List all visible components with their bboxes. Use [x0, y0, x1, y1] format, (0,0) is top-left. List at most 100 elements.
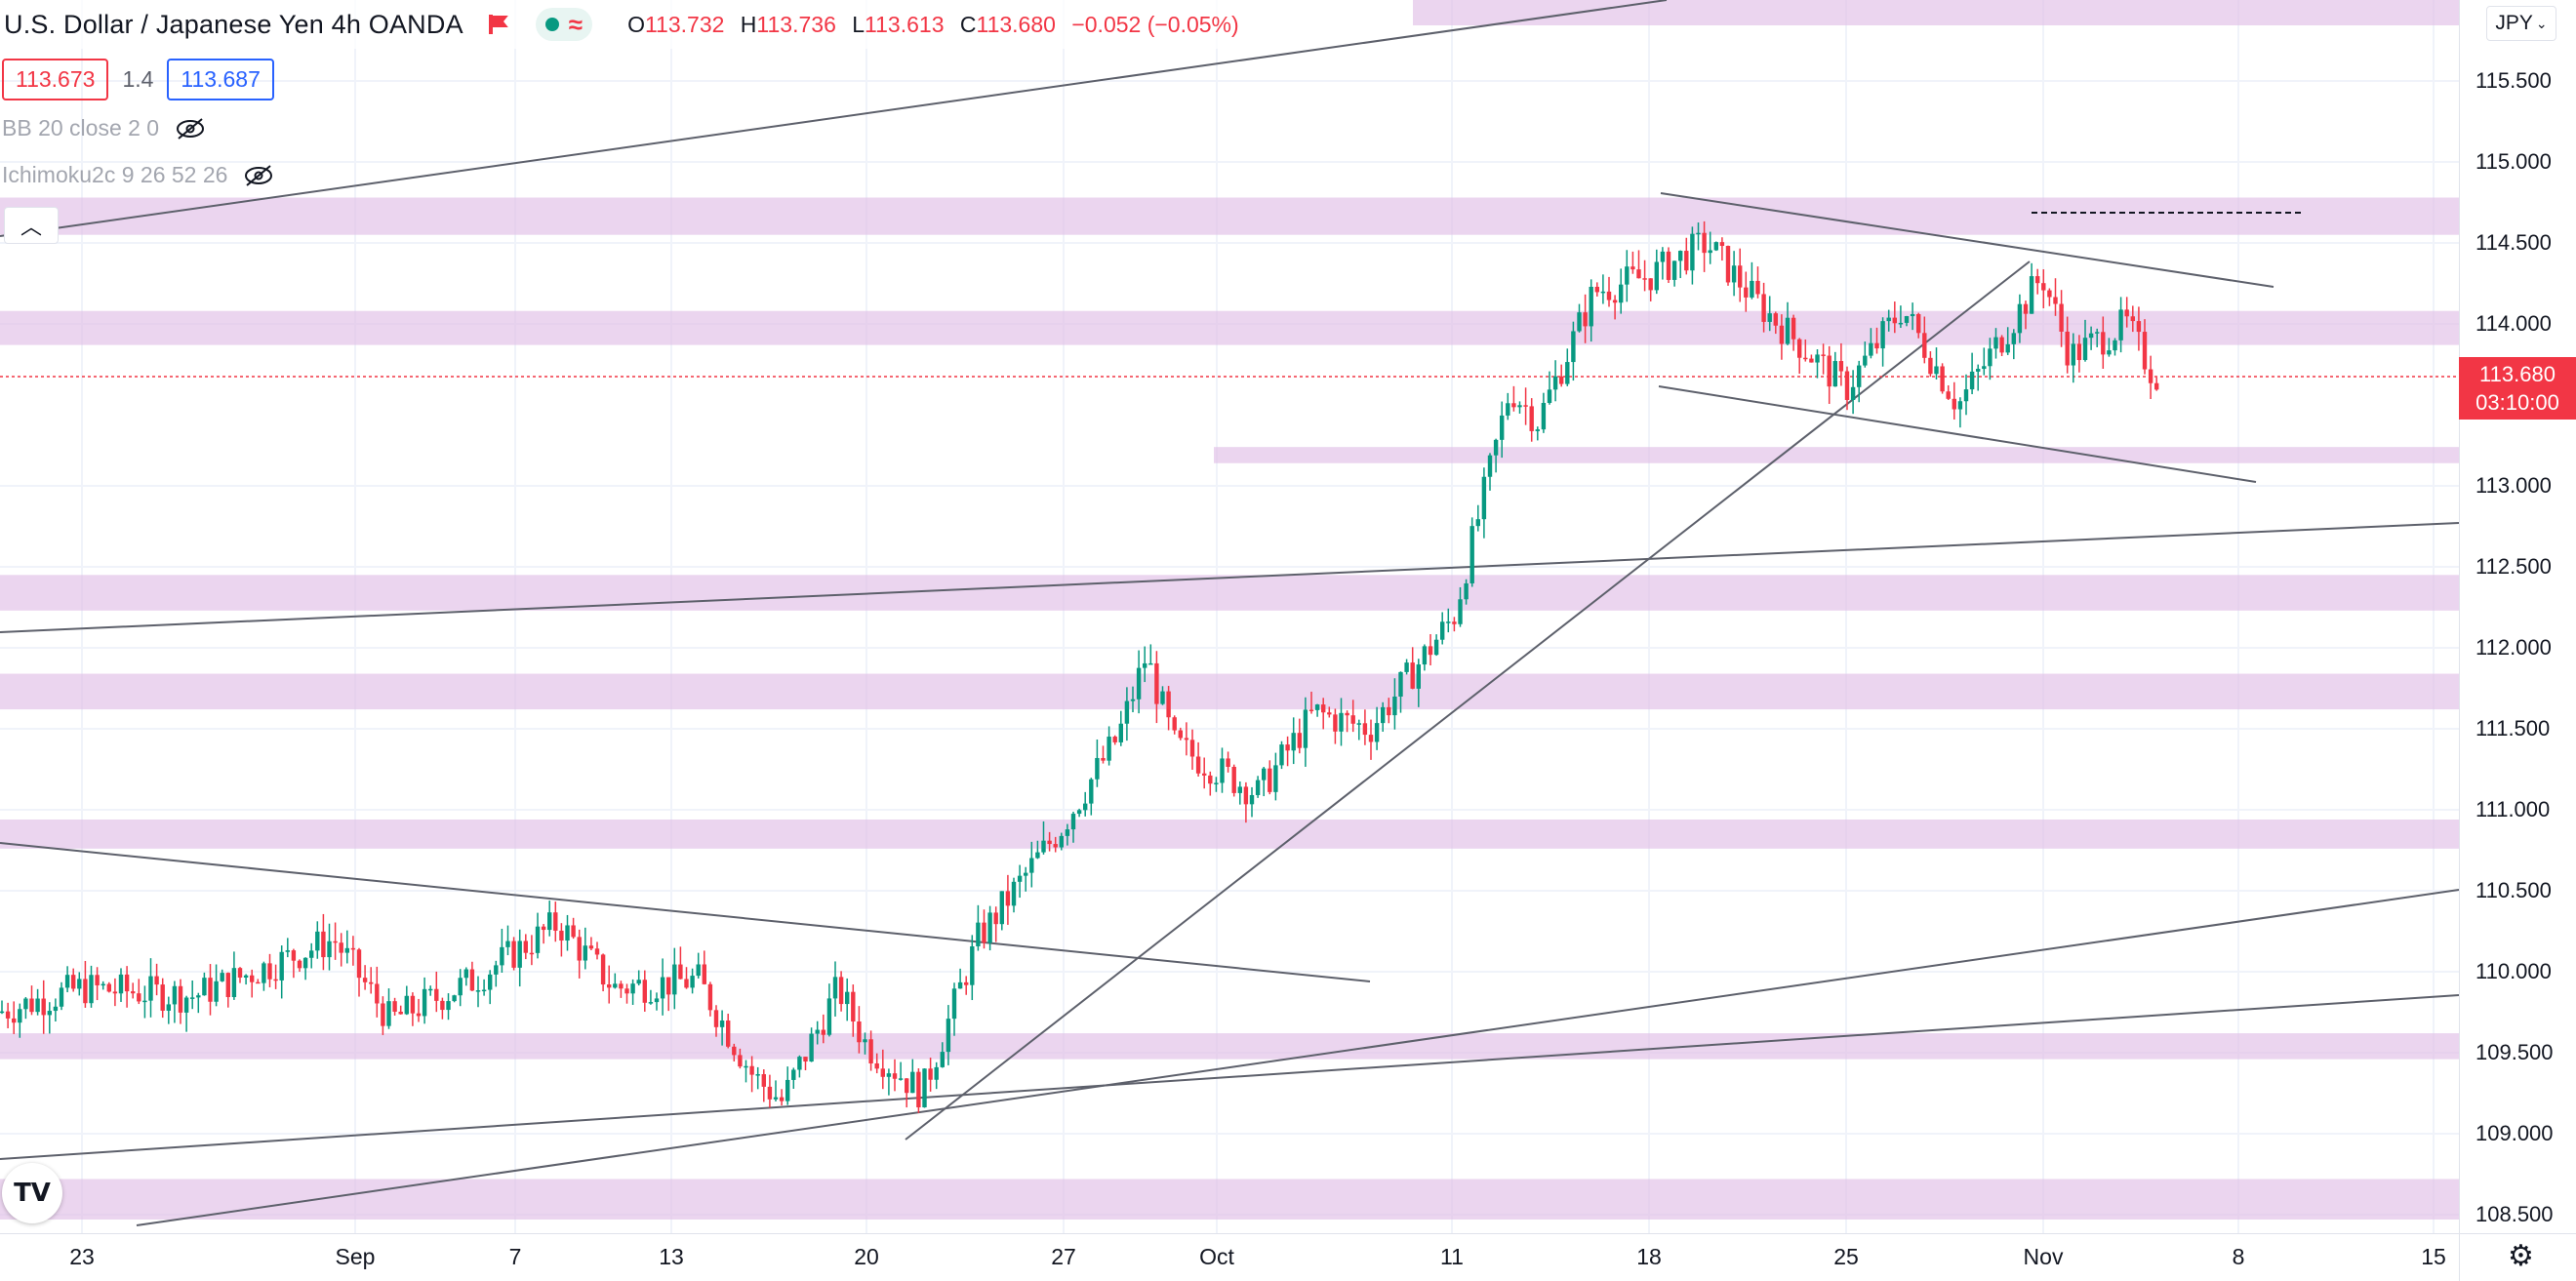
candle-body: [172, 985, 178, 1005]
candle-body: [1339, 712, 1344, 732]
candle-body: [1469, 526, 1474, 583]
candle-body: [1940, 366, 1945, 392]
candle-body: [452, 995, 457, 1002]
candle-body: [416, 1013, 422, 1017]
candle-body: [1154, 662, 1159, 704]
symbol-title[interactable]: U.S. Dollar / Japanese Yen 4h OANDA: [4, 9, 463, 39]
candle-body: [619, 983, 624, 989]
channel-upper-line: [1660, 192, 2274, 288]
price-chart[interactable]: [0, 0, 2459, 1233]
time-tick-label: 7: [508, 1244, 522, 1269]
candle-body: [1118, 723, 1123, 742]
collapse-legend-button[interactable]: ︿: [4, 207, 59, 244]
candle-body: [1065, 829, 1070, 836]
time-tick-label: 13: [659, 1244, 684, 1269]
candle-body: [1410, 662, 1415, 689]
candle-body: [321, 931, 326, 958]
indicator-bb[interactable]: BB 20 close 2 0: [2, 115, 206, 141]
candle-body: [1565, 362, 1570, 384]
price-zone: [0, 1033, 2459, 1060]
candle-body: [1130, 699, 1136, 701]
candle-body: [726, 1021, 731, 1047]
candle-body: [2136, 321, 2142, 333]
candle-body: [2148, 369, 2153, 383]
candle-body: [77, 979, 82, 989]
candle-body: [940, 1052, 945, 1067]
price-zone: [0, 819, 2459, 849]
candle-body: [1969, 371, 1975, 390]
candle-body: [559, 930, 564, 941]
candle-body: [118, 974, 124, 994]
candle-body: [648, 1002, 654, 1004]
price-tick-label: 111.500: [2475, 716, 2551, 741]
candle-body: [2082, 338, 2088, 361]
candle-body: [1910, 313, 1915, 317]
downtrend-line: [0, 842, 1371, 982]
candle-body: [600, 954, 606, 985]
candle-body: [362, 978, 368, 982]
sell-price-button[interactable]: 113.673: [2, 59, 109, 100]
candle-body: [2130, 316, 2135, 322]
candle-body: [1606, 291, 1612, 300]
candle-body: [469, 969, 475, 991]
buy-price-button[interactable]: 113.687: [167, 59, 274, 100]
currency-selector[interactable]: JPY ⌄: [2486, 6, 2556, 41]
candle-body: [1433, 639, 1439, 656]
candle-body: [535, 926, 541, 953]
candle-body: [738, 1055, 743, 1067]
candle-body: [446, 1001, 451, 1011]
candle-body: [2095, 332, 2100, 334]
candle-body: [1226, 758, 1230, 767]
axis-corner: [2459, 1233, 2576, 1281]
candle-body: [434, 988, 439, 1001]
indicator-ichimoku[interactable]: Ichimoku2c 9 26 52 26: [2, 162, 274, 188]
candle-body: [196, 995, 201, 998]
candle-body: [594, 948, 600, 955]
candle-body: [2011, 333, 2016, 344]
candle-body: [1619, 284, 1624, 303]
candle-body: [344, 947, 349, 953]
candle-body: [886, 1073, 892, 1077]
time-axis[interactable]: 23 Sep 7 13 20 27 Oct 11 18 25 Nov 8 15: [0, 1233, 2459, 1281]
price-zone: [0, 673, 2459, 710]
candle-body: [18, 1009, 22, 1023]
candle-body: [505, 941, 510, 947]
candle-body: [1333, 714, 1338, 732]
eye-crossed-icon[interactable]: [243, 164, 274, 186]
tradingview-logo[interactable]: TV: [2, 1163, 62, 1223]
candle-body: [1612, 300, 1618, 303]
price-axis[interactable]: 115.500 115.000 114.500 114.000 113.000 112.5…: [2459, 0, 2576, 1233]
price-tick-label: 110.000: [2475, 959, 2552, 983]
settings-gear-icon[interactable]: ⚙: [2508, 1240, 2534, 1272]
candle-body: [137, 993, 141, 1002]
candle-body: [1202, 773, 1207, 776]
candle-body: [1041, 840, 1046, 853]
candle-body: [2124, 309, 2129, 317]
market-status-pill[interactable]: ≈: [535, 8, 593, 41]
candle-body: [53, 1006, 59, 1012]
candle-body: [1594, 286, 1599, 293]
candle-body: [481, 989, 487, 992]
price-tick-label: 115.000: [2475, 149, 2552, 174]
eye-crossed-icon[interactable]: [175, 117, 206, 140]
candle-body: [1797, 339, 1802, 358]
candle-body: [821, 1029, 825, 1035]
candle-body: [231, 968, 237, 997]
candle-body: [1297, 733, 1302, 748]
candle-body: [1957, 401, 1963, 410]
candle-body: [1178, 730, 1183, 739]
candle-body: [761, 1074, 766, 1087]
candle-body: [553, 912, 558, 931]
candle-body: [880, 1068, 885, 1077]
time-tick-label: 23: [69, 1244, 95, 1269]
candle-body: [1076, 810, 1082, 815]
candle-body: [1541, 402, 1547, 430]
candle-body: [1886, 317, 1891, 322]
candle-body: [1416, 664, 1421, 689]
candle-body: [1671, 260, 1677, 280]
flag-icon[interactable]: [488, 15, 508, 34]
price-zone: [0, 197, 2459, 235]
candle-body: [475, 990, 481, 992]
candle-body: [1345, 712, 1349, 716]
candle-body: [1291, 733, 1296, 751]
